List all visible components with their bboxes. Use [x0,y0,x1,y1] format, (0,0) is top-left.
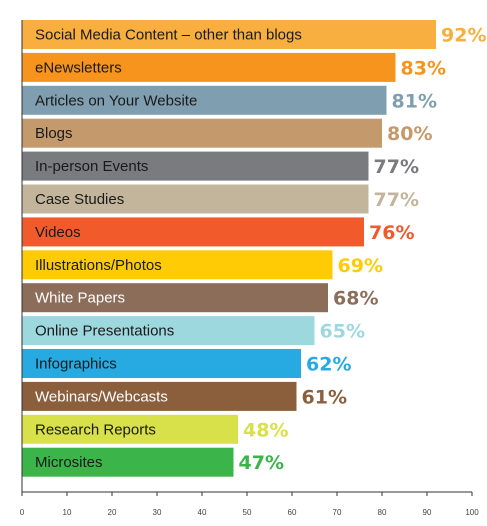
bar-category-label: Infographics [35,356,117,373]
bar-value-label: 47% [239,452,284,474]
bar-value-label: 62% [306,354,351,376]
bar [22,250,333,280]
bar-value-label: 77% [374,189,419,211]
x-tick-label: 30 [153,508,162,517]
bar-value-label: 80% [387,123,432,145]
bars-group: Social Media Content – other than blogs 9… [22,20,486,477]
x-tick-label: 100 [465,508,479,517]
bar-value-label: 77% [374,156,419,178]
bar-category-label: Social Media Content – other than blogs [35,27,302,44]
x-tick-label: 40 [198,508,207,517]
x-tick-label: 90 [423,508,432,517]
x-tick-label: 0 [20,508,25,517]
x-tick-label: 10 [63,508,72,517]
bar [22,217,364,247]
bar-value-label: 92% [441,25,486,47]
bar [22,316,315,346]
bar-category-label: Research Reports [35,421,156,438]
bar [22,151,369,181]
bar-value-label: 76% [369,222,414,244]
bar-value-label: 65% [320,321,365,343]
x-tick-label: 50 [243,508,252,517]
bar-value-label: 83% [401,57,446,79]
bar [22,283,328,313]
bar-category-label: Online Presentations [35,323,174,340]
bar-category-label: Videos [35,224,81,241]
bar-value-label: 81% [392,90,437,112]
bar [22,349,301,378]
bar-category-label: Illustrations/Photos [35,257,162,274]
bar-value-label: 68% [333,288,378,310]
bar [22,414,238,444]
bar [22,20,436,49]
bar-category-label: In-person Events [35,158,148,175]
bar-value-label: 61% [302,386,347,408]
bar-category-label: Articles on Your Website [35,92,197,109]
bar-value-label: 48% [243,419,288,441]
bar-value-label: 69% [338,255,383,277]
bar-category-label: Case Studies [35,191,124,208]
bar [22,118,382,148]
bar-category-label: Blogs [35,125,73,142]
bar-category-label: Microsites [35,454,103,471]
bar-category-label: Webinars/Webcasts [35,388,168,405]
bar [22,85,387,115]
bar [22,381,297,411]
x-axis: 0 10 20 30 40 50 60 70 80 90 100 [20,20,479,517]
bar [22,184,369,214]
x-tick-label: 20 [108,508,117,517]
bar-category-label: eNewsletters [35,59,122,76]
x-tick-label: 80 [378,508,387,517]
bar-category-label: White Papers [35,290,125,307]
x-tick-label: 70 [333,508,342,517]
x-tick-label: 60 [288,508,297,517]
bar [22,447,234,477]
bar [22,52,396,82]
